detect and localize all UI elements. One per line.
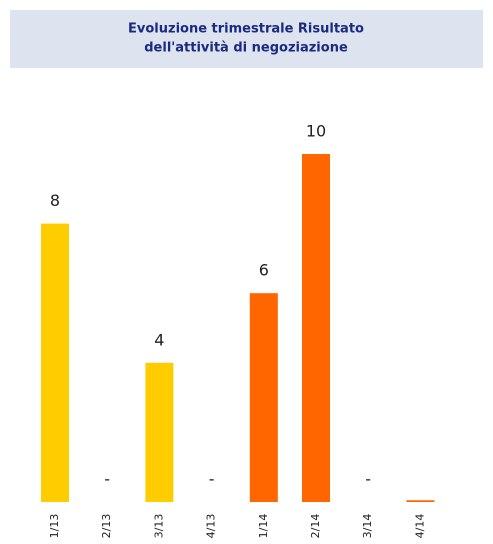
value-label: -	[365, 470, 371, 489]
value-label: 8	[50, 191, 60, 210]
value-label: 10	[306, 122, 326, 141]
bar	[302, 154, 330, 502]
x-tick-label: 3/14	[361, 514, 374, 539]
bar	[249, 293, 278, 502]
x-tick-label: 1/13	[48, 514, 61, 539]
bar	[406, 500, 435, 502]
x-tick-label: 4/14	[413, 514, 426, 539]
x-tick-label: 1/14	[257, 514, 270, 539]
x-tick-label: 4/13	[205, 514, 218, 539]
bar	[41, 223, 69, 502]
x-tick-label: 3/13	[152, 514, 165, 539]
value-label: -	[209, 470, 215, 489]
chart-title: dell'attività di negoziazione	[144, 41, 348, 56]
value-label: -	[104, 470, 110, 489]
chart-title: Evoluzione trimestrale Risultato	[128, 22, 364, 37]
bar	[145, 362, 174, 502]
value-label: 4	[154, 330, 164, 349]
value-label: 6	[259, 261, 269, 280]
x-tick-label: 2/13	[100, 514, 113, 539]
x-tick-label: 2/14	[309, 514, 322, 539]
title-box	[10, 10, 483, 68]
